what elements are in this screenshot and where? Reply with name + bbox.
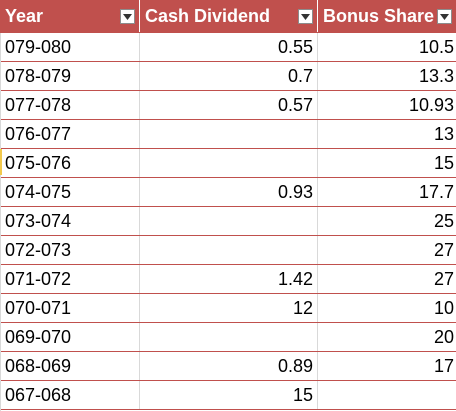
cell-year[interactable]: 072-073 <box>0 236 140 264</box>
cell-year[interactable]: 073-074 <box>0 207 140 235</box>
table-row: 070-071 12 10 <box>0 294 456 323</box>
cell-year[interactable]: 069-070 <box>0 323 140 351</box>
cell-year[interactable]: 075-076 <box>0 149 140 177</box>
cell-bonus-share[interactable]: 15 <box>433 152 454 173</box>
table-row: 069-070 20 <box>0 323 456 352</box>
cell-bonus-share[interactable]: 10.5 <box>418 36 454 57</box>
cell-cash-dividend[interactable]: 15 <box>140 381 318 409</box>
filter-dropdown-icon[interactable] <box>437 9 452 24</box>
filter-dropdown-icon[interactable] <box>298 9 313 24</box>
cell-year[interactable]: 079-080 <box>0 33 140 61</box>
cell-year[interactable]: 076-077 <box>0 120 140 148</box>
cell-cash-dividend[interactable] <box>140 149 318 177</box>
header-bonus-label: Bonus Share <box>323 5 435 26</box>
table-row: 073-074 25 <box>0 207 456 236</box>
grid-left-edge <box>0 33 1 411</box>
cell-cash-dividend[interactable] <box>140 323 318 351</box>
cell-cash-dividend[interactable]: 0.89 <box>140 352 318 380</box>
table-row: 071-072 1.42 27 <box>0 265 456 294</box>
header-year-label: Year <box>5 5 44 26</box>
cell-year[interactable]: 078-079 <box>0 62 140 90</box>
table-row: 067-068 15 <box>0 381 456 410</box>
table-row: 074-075 0.93 17.7 <box>0 178 456 207</box>
cell-year[interactable]: 071-072 <box>0 265 140 293</box>
cell-bonus-share[interactable]: 10 <box>433 297 454 318</box>
cell-bonus-share[interactable]: 20 <box>433 326 454 347</box>
table-row: 068-069 0.89 17 <box>0 352 456 381</box>
cell-bonus-share[interactable]: 17.7 <box>418 181 454 202</box>
cell-cash-dividend[interactable]: 12 <box>140 294 318 322</box>
table-row: 075-076 15 <box>0 149 456 178</box>
cell-cash-dividend[interactable]: 1.42 <box>140 265 318 293</box>
header-year[interactable]: Year <box>0 0 140 32</box>
cell-cash-dividend[interactable]: 0.7 <box>140 62 318 90</box>
header-row: Year Cash Dividend Bonus Share <box>0 0 456 33</box>
header-cash-dividend[interactable]: Cash Dividend <box>140 0 318 32</box>
header-cash-label: Cash Dividend <box>145 5 271 26</box>
cell-bonus-share[interactable]: 27 <box>433 239 454 260</box>
cell-year[interactable]: 070-071 <box>0 294 140 322</box>
table-row: 076-077 13 <box>0 120 456 149</box>
cell-bonus-share[interactable]: 13.3 <box>418 65 454 86</box>
cell-bonus-share[interactable]: 25 <box>433 210 454 231</box>
table-row: 072-073 27 <box>0 236 456 265</box>
cell-bonus-share[interactable]: 17 <box>433 355 454 376</box>
cell-selection-marker <box>0 149 2 175</box>
filter-dropdown-icon[interactable] <box>120 9 135 24</box>
cell-year[interactable]: 074-075 <box>0 178 140 206</box>
cell-cash-dividend[interactable] <box>140 236 318 264</box>
cell-bonus-share[interactable] <box>318 381 456 409</box>
cell-bonus-share[interactable]: 10.93 <box>408 94 454 115</box>
cell-cash-dividend[interactable]: 0.93 <box>140 178 318 206</box>
cell-year[interactable]: 077-078 <box>0 91 140 119</box>
cell-cash-dividend[interactable] <box>140 120 318 148</box>
table-row: 077-078 0.57 10.93 <box>0 91 456 120</box>
cell-cash-dividend[interactable]: 0.57 <box>140 91 318 119</box>
cell-cash-dividend[interactable] <box>140 207 318 235</box>
table-row: 078-079 0.7 13.3 <box>0 62 456 91</box>
table-row: 079-080 0.55 10.5 <box>0 33 456 62</box>
cell-cash-dividend[interactable]: 0.55 <box>140 33 318 61</box>
cell-year[interactable]: 068-069 <box>0 352 140 380</box>
header-bonus-share[interactable]: Bonus Share <box>318 0 456 32</box>
cell-bonus-share[interactable]: 27 <box>433 268 454 289</box>
cell-year[interactable]: 067-068 <box>0 381 140 409</box>
cell-bonus-share[interactable]: 13 <box>433 123 454 144</box>
